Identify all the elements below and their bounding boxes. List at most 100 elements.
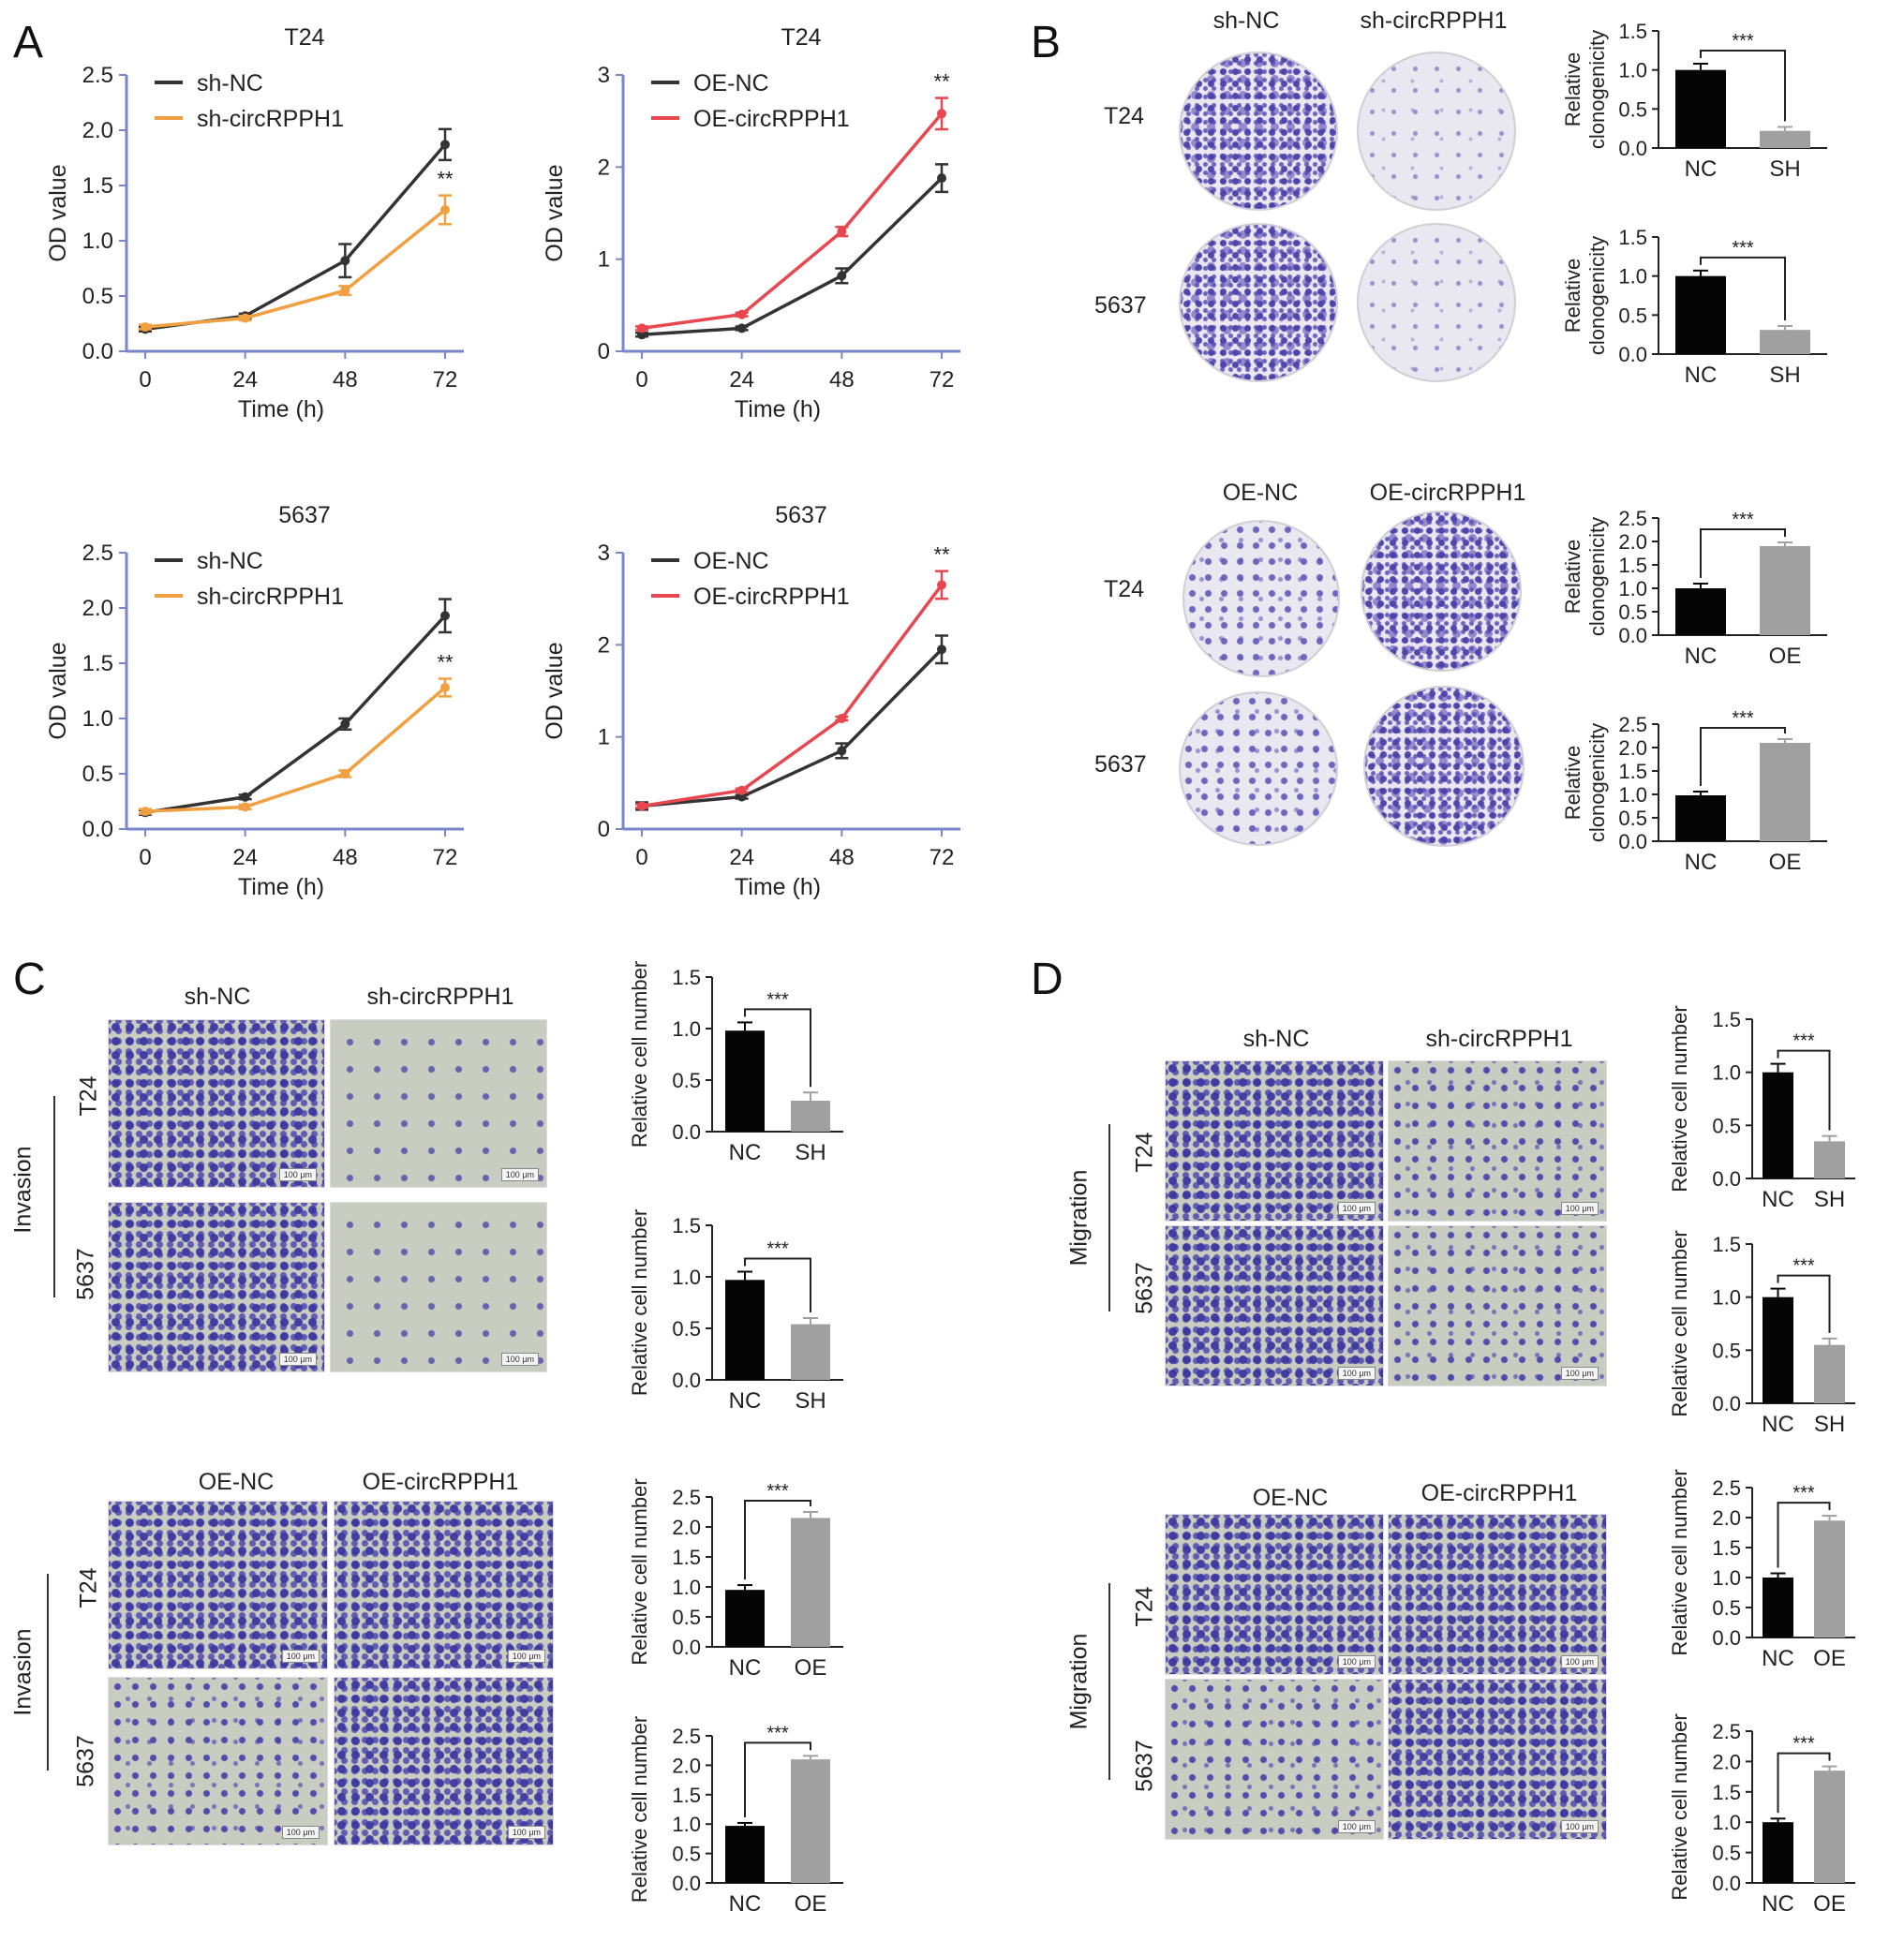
bar-chart-d-t24-oe: 0.0 0.5 1.0 1.5 2.0 2.5 NC OE *** Relative cell n… [1668, 1469, 1855, 1671]
bar-NC [1763, 1822, 1793, 1883]
x-tick-label: NC [1762, 1412, 1794, 1437]
bar-chart-d-5637-oe: 0.0 0.5 1.0 1.5 2.0 2.5 NC OE *** Relative cell n… [1668, 1713, 1855, 1917]
legend-label: sh-circRPPH1 [197, 106, 344, 132]
series-line-sh-NC [144, 143, 447, 332]
line-chart-5637-oe: 0 1 2 3 0 24 48 72 5637 Time (h) OD value OE-NC OE-c… [542, 502, 960, 900]
significance-mark: ** [437, 168, 454, 191]
y-tick-label: 0.0 [1618, 624, 1647, 647]
scale-bar: 100 μm [500, 1168, 539, 1181]
y-tick-label: 0.5 [1712, 1114, 1741, 1137]
scale-bar: 100 μm [1560, 1367, 1599, 1380]
x-tick-label: 24 [729, 367, 754, 393]
micrograph-migration-t24-sh-circrpph1: 100 μm [1388, 1060, 1607, 1222]
data-point [736, 792, 747, 802]
d-header-oe-circrpph1: OE-circRPPH1 [1421, 1480, 1578, 1506]
y-tick-label: 0.5 [1618, 304, 1647, 327]
bar-chart-c-5637-sh: 0.0 0.5 1.0 1.5 NC SH *** Relative cell number [628, 1209, 843, 1414]
y-tick-label: 1.0 [1712, 1061, 1741, 1085]
y-tick-label: 1.0 [672, 1017, 701, 1041]
y-axis-label: Relative cell number [628, 1716, 651, 1903]
data-point [736, 785, 747, 795]
colony-dish-5637-oe-circrpph1 [1363, 686, 1525, 847]
x-tick-label: SH [795, 1140, 826, 1165]
y-tick-label: 2.0 [1618, 530, 1647, 554]
y-tick-label: 0.5 [82, 284, 113, 309]
significance-mark: *** [766, 989, 789, 1010]
significance-mark: *** [766, 1723, 789, 1743]
y-tick-label: 2 [598, 632, 610, 658]
d-section-line-sh [1108, 1124, 1110, 1311]
data-point [837, 271, 847, 281]
row-label-5637-oe: 5637 [1094, 751, 1147, 778]
x-tick-label: NC [729, 1655, 762, 1681]
series-line-OE-NC [641, 176, 944, 337]
x-tick-label: SH [1769, 363, 1800, 388]
chart-title: 5637 [278, 502, 331, 528]
data-point [837, 746, 847, 756]
bar-NC [725, 1826, 765, 1883]
data-point [240, 313, 250, 323]
y-tick-label: 2.0 [1712, 1750, 1741, 1773]
chart-title: 5637 [775, 502, 827, 528]
bar-NC [1763, 1072, 1793, 1178]
y-tick-label: 0 [598, 339, 610, 364]
series-line-OE-circRPPH1 [641, 112, 944, 331]
y-axis-label: Relative cell number [628, 1478, 651, 1665]
d-row-5637-oe: 5637 [1131, 1740, 1158, 1792]
header-oe-circrpph1: OE-circRPPH1 [1369, 480, 1526, 506]
y-tick-label: 0.0 [1618, 137, 1647, 160]
y-tick-label: 1.0 [1712, 1286, 1741, 1310]
legend-label: sh-NC [197, 548, 263, 574]
y-axis-label-line2: clonogenicity [1585, 517, 1609, 636]
y-tick-label: 0.0 [672, 1369, 701, 1392]
x-tick-label: OE [1769, 644, 1802, 669]
scale-bar: 100 μm [500, 1353, 539, 1366]
scale-bar: 100 μm [1560, 1655, 1599, 1668]
data-point [937, 173, 946, 184]
bar-chart-b-t24-sh: 0.0 0.5 1.0 1.5 NC SH *** Relative clonogenicity [1561, 20, 1827, 182]
data-point [240, 792, 250, 802]
c-section-invasion-sh: Invasion [9, 1146, 37, 1234]
chart-title: T24 [284, 24, 324, 51]
x-axis-label: Time (h) [735, 874, 821, 900]
line-chart-5637-sh: 0.0 0.5 1.0 1.5 2.0 2.5 0 24 48 72 5637 Time (h) OD … [45, 502, 464, 900]
y-axis-label: Relative cell number [628, 1209, 651, 1396]
header-oe-nc: OE-NC [1222, 480, 1299, 506]
panel-label-c: C [13, 955, 46, 1004]
data-point [141, 807, 150, 817]
legend-label: sh-circRPPH1 [197, 584, 344, 610]
x-tick-label: 72 [930, 367, 955, 393]
legend-label: OE-NC [693, 548, 769, 574]
y-tick-label: 1.0 [1712, 1566, 1741, 1590]
micrograph-invasion-5637-oe-circrpph1: 100 μm [334, 1677, 554, 1845]
series-line-OE-circRPPH1 [641, 584, 944, 808]
y-tick-label: 0.5 [672, 1606, 701, 1629]
scale-bar: 100 μm [1560, 1202, 1599, 1215]
y-tick-label: 1.0 [1618, 265, 1647, 289]
bar-SH [1760, 330, 1810, 354]
bar-chart-c-t24-oe: 0.0 0.5 1.0 1.5 2.0 2.5 NC OE *** Relative cell n… [628, 1478, 843, 1681]
y-tick-label: 0.0 [672, 1872, 701, 1895]
header-sh-nc: sh-NC [1212, 7, 1280, 34]
y-tick-label: 1.5 [1712, 1233, 1741, 1256]
y-tick-label: 0.0 [1618, 343, 1647, 366]
bar-chart-b-t24-oe: 0.00.51.01.52.02.5 NC OE *** Relative clonoge… [1561, 507, 1827, 669]
legend-label: OE-circRPPH1 [693, 106, 850, 132]
x-tick-label: NC [1685, 850, 1718, 875]
y-tick-label: 1.0 [1618, 577, 1647, 600]
scale-bar: 100 μm [507, 1826, 545, 1839]
x-axis-label: Time (h) [238, 396, 324, 422]
bar-SH [1760, 130, 1810, 148]
d-header-sh-circrpph1: sh-circRPPH1 [1425, 1026, 1573, 1052]
colony-dish-t24-sh-nc [1179, 52, 1338, 211]
c-section-invasion-oe: Invasion [9, 1628, 37, 1716]
y-tick-label: 1.5 [672, 1214, 701, 1237]
y-axis-label: OD value [45, 642, 71, 739]
micrograph-migration-5637-sh-nc: 100 μm [1165, 1225, 1384, 1386]
y-axis-label: Relative [1561, 259, 1584, 333]
series-line-sh-circRPPH1 [144, 208, 447, 329]
header-sh-circrpph1: sh-circRPPH1 [1360, 7, 1508, 34]
y-tick-label: 3 [598, 541, 610, 566]
y-tick-label: 3 [598, 63, 610, 88]
y-axis-label: Relative cell number [1668, 1230, 1691, 1416]
